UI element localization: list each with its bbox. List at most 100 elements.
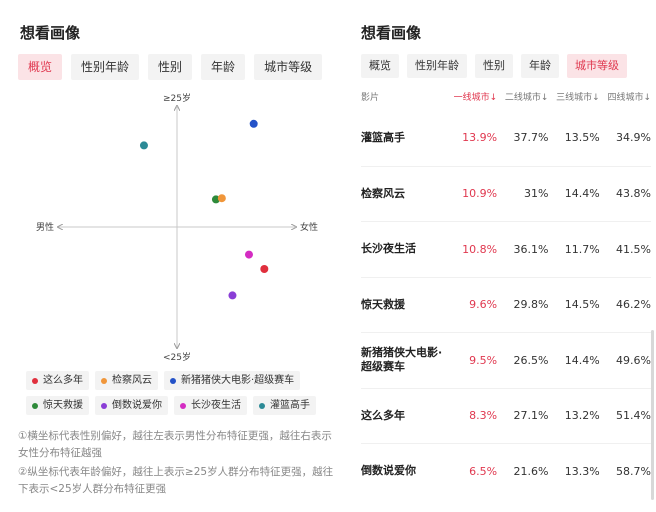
table-body: 灌篮高手 13.9% 37.7% 13.5% 34.9% 检察风云 10.9% 31% 14.4… (361, 110, 651, 499)
tier2-value: 21.6% (513, 464, 549, 478)
axis-label-top: ≥25岁 (163, 92, 191, 104)
legend-label: 这么多年 (43, 375, 83, 386)
note-y-axis: ②纵坐标代表年龄偏好，越往上表示≥25岁人群分布特征更强，越往下表示<25岁人群… (18, 466, 334, 495)
tab-bar: 概览 性别年龄 性别 年龄 城市等级 (18, 54, 323, 80)
legend-dot (101, 377, 107, 384)
tier3-value: 11.7% (564, 242, 600, 256)
tab-1[interactable]: 性别年龄 (71, 54, 140, 80)
chart-legend: 这么多年 检察风云 新猪猪侠大电影·超级赛车惊天救援 倒数说爱你 长沙夜生活 灌篮高手 (26, 371, 326, 415)
tier1-value: 10.9% (462, 187, 498, 201)
legend-dot (101, 402, 107, 409)
tab-4[interactable]: 城市等级 (254, 54, 323, 80)
tier3-value: 14.5% (564, 298, 600, 312)
legend-dot (170, 377, 176, 384)
legend-label: 检察风云 (112, 375, 152, 386)
tier1-value: 9.6% (469, 298, 498, 312)
tier1-value: 9.5% (469, 353, 498, 367)
scatter-point[interactable] (244, 250, 253, 259)
table-row[interactable]: 灌篮高手 13.9% 37.7% 13.5% 34.9% (361, 110, 651, 166)
scatter-points (139, 119, 269, 300)
tab-bar: 概览 性别年龄 性别 年龄 城市等级 (361, 54, 627, 78)
tier3-value: 13.2% (564, 409, 600, 423)
legend-label: 新猪猪侠大电影·超级赛车 (181, 375, 295, 386)
tier2-value: 27.1% (513, 409, 549, 423)
scatter-point[interactable] (228, 291, 237, 300)
legend-label: 长沙夜生活 (191, 400, 241, 411)
tier3-value: 13.3% (564, 464, 600, 478)
legend-item[interactable]: 新猪猪侠大电影·超级赛车 (164, 371, 301, 390)
film-name: 新猪猪侠大电影·超级赛车 (361, 346, 443, 374)
axis-label-left: 男性 (36, 221, 54, 233)
table-row[interactable]: 新猪猪侠大电影·超级赛车 9.5% 26.5% 14.4% 49.6% (361, 332, 651, 388)
tier2-value: 37.7% (513, 131, 549, 145)
legend-item[interactable]: 检察风云 (95, 371, 158, 390)
tier1-value: 13.9% (462, 131, 498, 145)
film-name: 灌篮高手 (361, 130, 405, 144)
tier4-value: 43.8% (616, 187, 651, 201)
legend-label: 惊天救援 (43, 400, 83, 411)
film-name: 倒数说爱你 (361, 464, 416, 478)
tab-3[interactable]: 年龄 (521, 54, 559, 78)
film-name: 这么多年 (361, 408, 405, 422)
legend-dot (32, 402, 38, 409)
axis-label-bottom: <25岁 (163, 351, 191, 363)
film-name: 惊天救援 (361, 297, 405, 311)
legend-dot (259, 402, 265, 409)
chart-notes: ①横坐标代表性别偏好，越往左表示男性分布特征更强，越往右表示女性分布特征越强 ②… (18, 428, 338, 500)
scatter-point[interactable] (249, 119, 258, 128)
tab-4[interactable]: 城市等级 (567, 54, 627, 78)
panel-title: 想看画像 (361, 24, 422, 42)
tab-2[interactable]: 性别 (148, 54, 193, 80)
tier2-value: 36.1% (513, 242, 549, 256)
legend-dot (32, 377, 38, 384)
tier4-value: 34.9% (616, 131, 651, 145)
tier3-value: 13.5% (564, 131, 600, 145)
tier1-value: 8.3% (469, 409, 498, 423)
tier1-value: 6.5% (469, 464, 498, 478)
table-row[interactable]: 倒数说爱你 6.5% 21.6% 13.3% 58.7% (361, 443, 651, 499)
tab-1[interactable]: 性别年龄 (407, 54, 467, 78)
tier4-value: 46.2% (616, 298, 651, 312)
scatter-chart: ≥25岁 <25岁 男性 女性 (36, 92, 318, 363)
header-tier3[interactable]: 三线城市↓ (556, 92, 600, 103)
scatter-point[interactable] (260, 265, 269, 273)
note-x-axis: ①横坐标代表性别偏好，越往左表示男性分布特征更强，越往右表示女性分布特征越强 (18, 430, 332, 459)
header-tier2[interactable]: 二线城市↓ (504, 92, 549, 103)
tier1-value: 10.8% (462, 242, 498, 256)
legend-item[interactable]: 这么多年 (26, 371, 89, 390)
tier4-value: 51.4% (616, 409, 651, 423)
legend-item[interactable]: 惊天救援 (26, 396, 89, 415)
scatter-point[interactable] (139, 141, 148, 150)
scatter-panel: 想看画像 概览 性别年龄 性别 年龄 城市等级 ≥25岁 <25岁 男性 女性 这么多年… (18, 24, 338, 500)
tier4-value: 49.6% (616, 353, 651, 367)
tab-3[interactable]: 年龄 (201, 54, 246, 80)
tab-2[interactable]: 性别 (475, 54, 513, 78)
axis-label-right: 女性 (300, 221, 318, 233)
legend-item[interactable]: 倒数说爱你 (95, 396, 168, 415)
legend-item[interactable]: 长沙夜生活 (174, 396, 247, 415)
legend-label: 倒数说爱你 (112, 400, 162, 411)
tier3-value: 14.4% (564, 353, 600, 367)
header-film[interactable]: 影片 (361, 92, 380, 103)
tier2-value: 31% (523, 187, 549, 201)
tab-0[interactable]: 概览 (18, 54, 63, 80)
table-header: 影片 一线城市↓ 二线城市↓ 三线城市↓ 四线城市↓ (361, 86, 651, 106)
table-row[interactable]: 长沙夜生活 10.8% 36.1% 11.7% 41.5% (361, 221, 651, 277)
panel-title: 想看画像 (20, 24, 81, 42)
legend-item[interactable]: 灌篮高手 (253, 396, 316, 415)
tab-0[interactable]: 概览 (361, 54, 399, 78)
scrollbar[interactable] (651, 330, 654, 500)
scatter-point[interactable] (217, 194, 226, 203)
header-tier1[interactable]: 一线城市↓ (453, 92, 498, 103)
city-tier-panel: 想看画像 概览 性别年龄 性别 年龄 城市等级 影片 一线城市↓ 二线城市↓ 三线城市↓… (345, 0, 656, 512)
table-row[interactable]: 这么多年 8.3% 27.1% 13.2% 51.4% (361, 387, 651, 444)
tier2-value: 26.5% (513, 353, 549, 367)
tier2-value: 29.8% (513, 298, 549, 312)
tier4-value: 58.7% (616, 464, 651, 478)
header-tier4[interactable]: 四线城市↓ (607, 92, 651, 103)
legend-dot (180, 402, 186, 409)
tier3-value: 14.4% (564, 187, 600, 201)
table-row[interactable]: 惊天救援 9.6% 29.8% 14.5% 46.2% (361, 276, 651, 333)
table-row[interactable]: 检察风云 10.9% 31% 14.4% 43.8% (361, 165, 651, 222)
film-name: 检察风云 (361, 186, 405, 200)
